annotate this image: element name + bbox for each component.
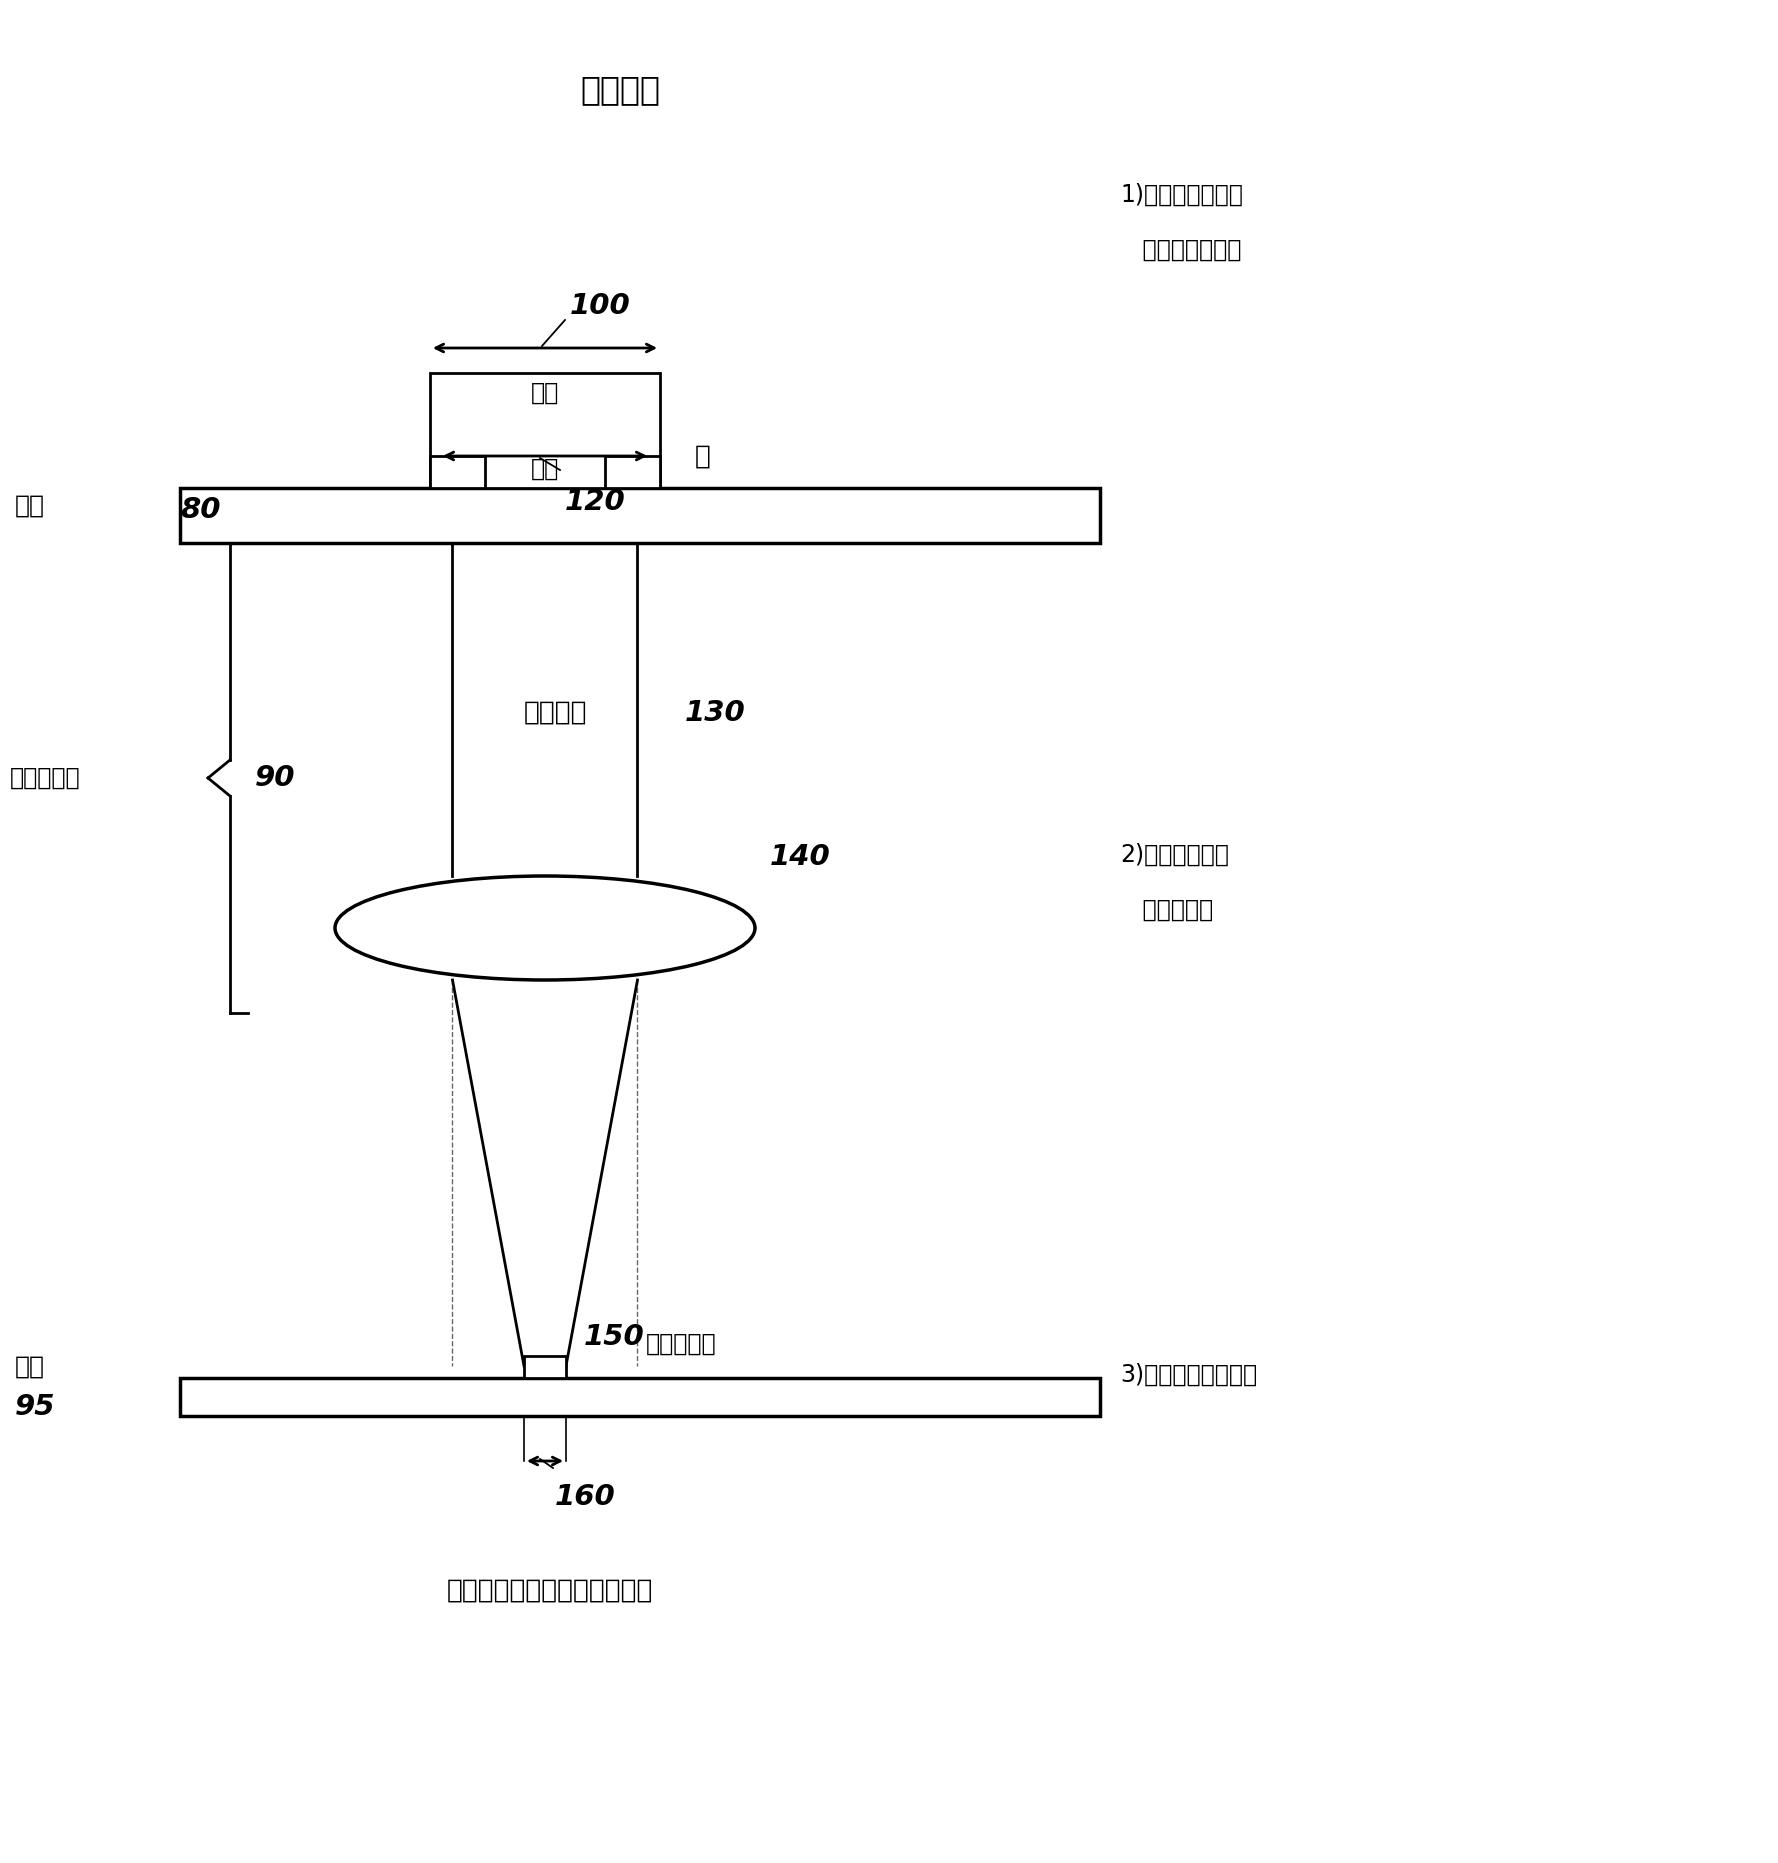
- Text: 80: 80: [180, 497, 220, 525]
- Text: 测定: 测定: [532, 382, 558, 404]
- Text: 150: 150: [583, 1323, 645, 1351]
- Text: 130: 130: [685, 699, 745, 727]
- Text: 设计尺寸的偏差: 设计尺寸的偏差: [1120, 238, 1241, 263]
- Text: 光致抗蚀剂: 光致抗蚀剂: [645, 1332, 717, 1356]
- Text: 铬: 铬: [695, 443, 711, 469]
- Text: 160: 160: [555, 1483, 615, 1511]
- Bar: [180, 1379, 1101, 1416]
- Text: 1)母版测定尺寸对: 1)母版测定尺寸对: [1120, 183, 1243, 207]
- Text: 90: 90: [254, 764, 295, 792]
- Bar: [180, 488, 1101, 542]
- Text: 母版: 母版: [14, 494, 44, 518]
- Text: 晶片: 晶片: [14, 1354, 44, 1379]
- Text: 所需的剂量: 所需的剂量: [1120, 898, 1213, 922]
- Text: 140: 140: [770, 842, 830, 872]
- Bar: [430, 373, 660, 488]
- Ellipse shape: [334, 876, 756, 980]
- Bar: [430, 456, 485, 488]
- Text: 120: 120: [565, 488, 626, 516]
- Bar: [605, 456, 660, 488]
- Text: 在设计尺子上的经印刷的晶片: 在设计尺子上的经印刷的晶片: [446, 1578, 653, 1604]
- Text: 分步光刻机: 分步光刻机: [11, 766, 80, 790]
- Text: 2)影响在晶片上: 2)影响在晶片上: [1120, 842, 1229, 866]
- Bar: [525, 1356, 565, 1379]
- Text: 母版尺寸: 母版尺寸: [580, 73, 660, 106]
- Text: 设计: 设计: [532, 456, 558, 481]
- Text: 曝光能量: 曝光能量: [523, 700, 587, 727]
- Text: 95: 95: [14, 1394, 55, 1421]
- Text: 3)达到晶片设计尺寸: 3)达到晶片设计尺寸: [1120, 1364, 1257, 1386]
- Text: 100: 100: [571, 292, 631, 320]
